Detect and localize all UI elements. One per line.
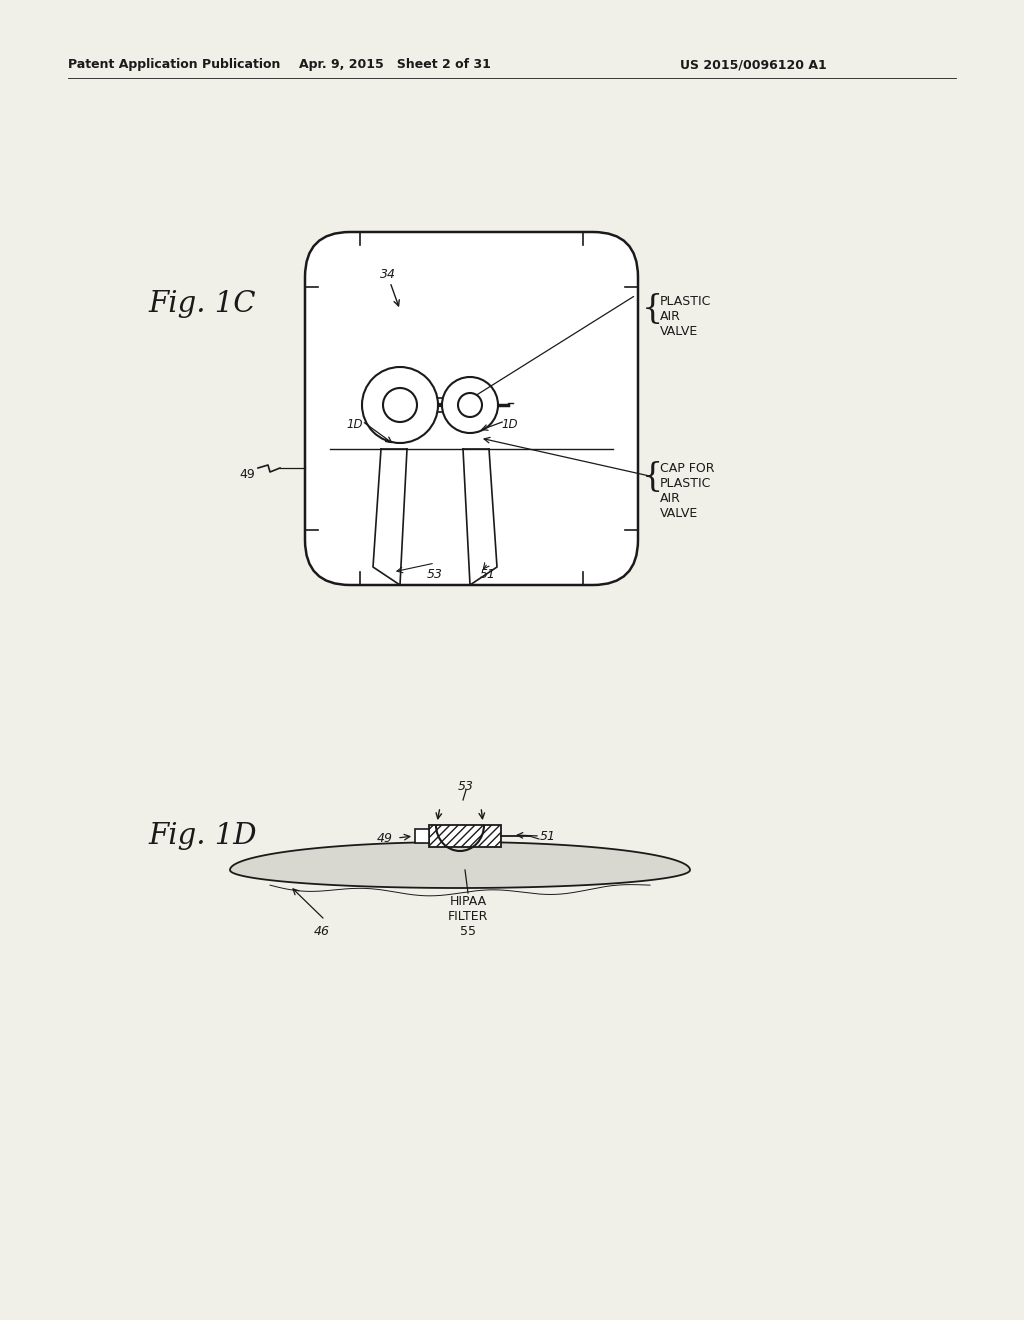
Text: 53: 53 — [458, 780, 474, 793]
Text: PLASTIC
AIR
VALVE: PLASTIC AIR VALVE — [660, 294, 712, 338]
FancyBboxPatch shape — [305, 232, 638, 585]
Text: CAP FOR
PLASTIC
AIR
VALVE: CAP FOR PLASTIC AIR VALVE — [660, 462, 715, 520]
Text: 1D: 1D — [347, 418, 364, 432]
Text: Apr. 9, 2015   Sheet 2 of 31: Apr. 9, 2015 Sheet 2 of 31 — [299, 58, 490, 71]
Circle shape — [442, 378, 498, 433]
Text: 49: 49 — [377, 832, 393, 845]
Text: 1D: 1D — [502, 418, 518, 432]
Bar — [429, 825, 501, 847]
Circle shape — [383, 388, 417, 422]
Text: 34: 34 — [380, 268, 396, 281]
Text: Patent Application Publication: Patent Application Publication — [68, 58, 281, 71]
Text: {: { — [641, 293, 663, 325]
Text: {: { — [641, 461, 663, 492]
Text: 51: 51 — [540, 830, 556, 843]
Text: 46: 46 — [314, 925, 330, 939]
Text: 51: 51 — [480, 568, 496, 581]
Text: US 2015/0096120 A1: US 2015/0096120 A1 — [680, 58, 826, 71]
Bar — [415, 829, 429, 843]
Polygon shape — [230, 842, 690, 888]
Text: Fig. 1D: Fig. 1D — [148, 822, 257, 850]
Text: 49: 49 — [240, 469, 255, 480]
Circle shape — [362, 367, 438, 444]
Text: 53: 53 — [427, 568, 443, 581]
Text: HIPAA
FILTER
55: HIPAA FILTER 55 — [447, 895, 488, 939]
Circle shape — [458, 393, 482, 417]
Text: Fig. 1C: Fig. 1C — [148, 290, 256, 318]
